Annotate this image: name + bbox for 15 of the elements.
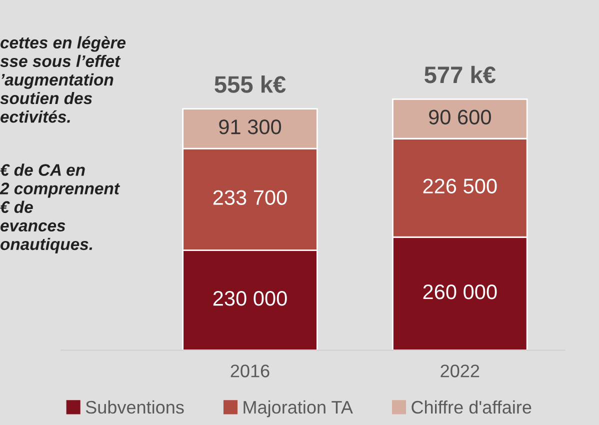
legend-label: Chiffre d'affaire: [412, 400, 532, 414]
annotation: cettes en légère sse sous l’effet ’augmentation soutien des ectivités.: [0, 36, 126, 123]
data-label: 91 300: [219, 120, 282, 134]
annotation: € de CA en 2 comprennent € de evances onautiques.: [0, 164, 120, 254]
x-tick-label: 2022: [440, 364, 480, 378]
data-label: 233 700: [213, 190, 287, 205]
data-label: 230 000: [213, 291, 287, 306]
data-label: 90 600: [429, 110, 491, 125]
total-label: 555 k€: [214, 76, 286, 93]
x-tick-label: 2016: [230, 364, 270, 378]
data-label: 226 500: [423, 178, 497, 194]
legend-label: Subventions: [86, 400, 184, 414]
legend-label: Majoration TA: [244, 400, 353, 418]
total-label: 577 k€: [424, 66, 496, 84]
data-label: 260 000: [423, 284, 497, 300]
